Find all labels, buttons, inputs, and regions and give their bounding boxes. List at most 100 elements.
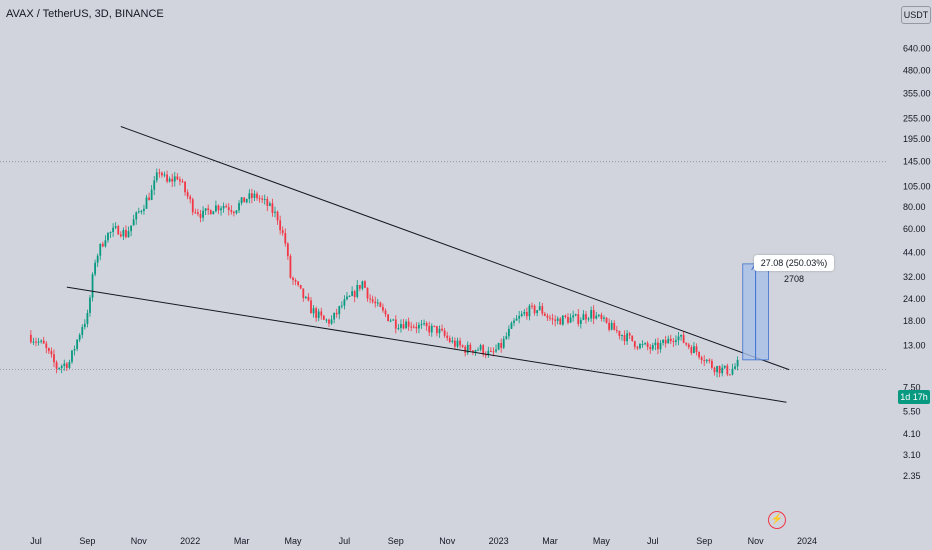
candle-body [515, 318, 518, 321]
y-tick-label: 44.00 [903, 248, 926, 258]
candle-body [693, 346, 695, 353]
candle-body [284, 232, 287, 244]
trendline-upper[interactable] [120, 126, 790, 371]
candle-body [394, 319, 397, 329]
candle-body [587, 318, 590, 320]
candle-body [140, 210, 143, 212]
candle-body [371, 299, 374, 302]
candle-body [202, 210, 204, 218]
candle-body [186, 192, 189, 197]
candle-body [603, 317, 605, 319]
y-tick-label: 32.00 [903, 272, 926, 282]
x-tick-label: Sep [388, 536, 404, 546]
y-tick-label: 80.00 [903, 202, 926, 212]
candle-body [549, 317, 551, 319]
candle-body [644, 343, 646, 345]
candle-body [348, 295, 351, 297]
candle-body [621, 335, 623, 337]
candle-body [418, 324, 420, 329]
candle-body [310, 300, 312, 314]
candle-body [505, 336, 508, 339]
candle-body [63, 363, 66, 366]
candle-body [507, 328, 510, 337]
candle-body [690, 347, 693, 353]
candle-body [215, 205, 217, 212]
candle-body [489, 350, 492, 352]
candle-body [235, 210, 238, 214]
candle-body [641, 344, 644, 346]
candle-body [274, 211, 276, 213]
candle-body [443, 330, 446, 336]
candle-body [536, 310, 539, 314]
candle-body [651, 345, 654, 350]
candle-body [525, 312, 528, 317]
candle-body [703, 360, 706, 362]
candle-body [412, 326, 415, 328]
candle-body [695, 346, 698, 352]
currency-badge[interactable]: USDT [901, 6, 931, 24]
candle-body [302, 288, 305, 299]
candle-body [297, 281, 300, 285]
candle-body [317, 311, 320, 318]
candle-body [166, 174, 168, 182]
y-tick-label: 5.50 [903, 406, 921, 416]
chart-title: AVAX / TetherUS, 3D, BINANCE [6, 8, 164, 20]
candle-body [384, 310, 387, 315]
measure-tool[interactable] [742, 262, 769, 361]
time-axis[interactable]: Jul Sep Nov 2022 Mar May Jul Sep Nov 2023 Mar May Ju… [30, 536, 817, 546]
candle-body [307, 296, 310, 301]
candle-body [222, 206, 225, 209]
candle-body [143, 208, 145, 211]
candle-body [232, 211, 235, 214]
candle-body [256, 193, 258, 199]
candle-body [451, 340, 454, 342]
candle-body [726, 365, 729, 375]
candle-body [461, 345, 464, 347]
x-tick-label: May [593, 536, 611, 546]
candle-body [199, 213, 202, 218]
x-tick-label: 2022 [180, 536, 200, 546]
candle-body [230, 210, 233, 212]
candle-body [45, 343, 48, 349]
candle-body [304, 296, 307, 299]
candle-body [279, 220, 282, 231]
x-tick-label: Nov [748, 536, 765, 546]
candle-body [680, 334, 682, 337]
candle-body [477, 349, 479, 351]
candle-body [572, 315, 575, 318]
candle-body [564, 315, 567, 318]
candle-body [700, 357, 703, 361]
horizontal-levels [0, 161, 886, 371]
candle-body [96, 255, 99, 263]
trendlines[interactable] [66, 126, 790, 403]
candle-body [328, 319, 330, 324]
trendline-lower[interactable] [66, 286, 787, 403]
candle-body [189, 196, 192, 200]
candle-body [479, 345, 482, 350]
candle-body [618, 330, 621, 337]
flash-icon[interactable]: ⚡ [768, 511, 786, 529]
candle-body [81, 327, 84, 335]
candle-body [561, 315, 564, 325]
candle-body [538, 306, 541, 311]
candle-body [484, 354, 487, 356]
candle-body [407, 321, 410, 327]
candle-body [518, 316, 521, 319]
candle-body [263, 198, 266, 200]
y-tick-label: 355.00 [903, 88, 931, 98]
candle-body [513, 320, 515, 323]
x-tick-label: Nov [131, 536, 148, 546]
y-tick-label: 13.00 [903, 341, 926, 351]
candle-body [610, 322, 613, 330]
x-tick-label: 2024 [797, 536, 817, 546]
candle-body [425, 323, 428, 327]
price-axis[interactable]: 640.00 480.00 355.00 255.00 195.00 145.00 105.… [903, 43, 931, 481]
candle-body [574, 314, 577, 316]
candle-body [559, 318, 562, 325]
candle-body [150, 189, 153, 200]
candle-body [497, 342, 500, 350]
candle-body [613, 322, 616, 331]
x-tick-label: Sep [79, 536, 95, 546]
candle-body [716, 366, 718, 373]
